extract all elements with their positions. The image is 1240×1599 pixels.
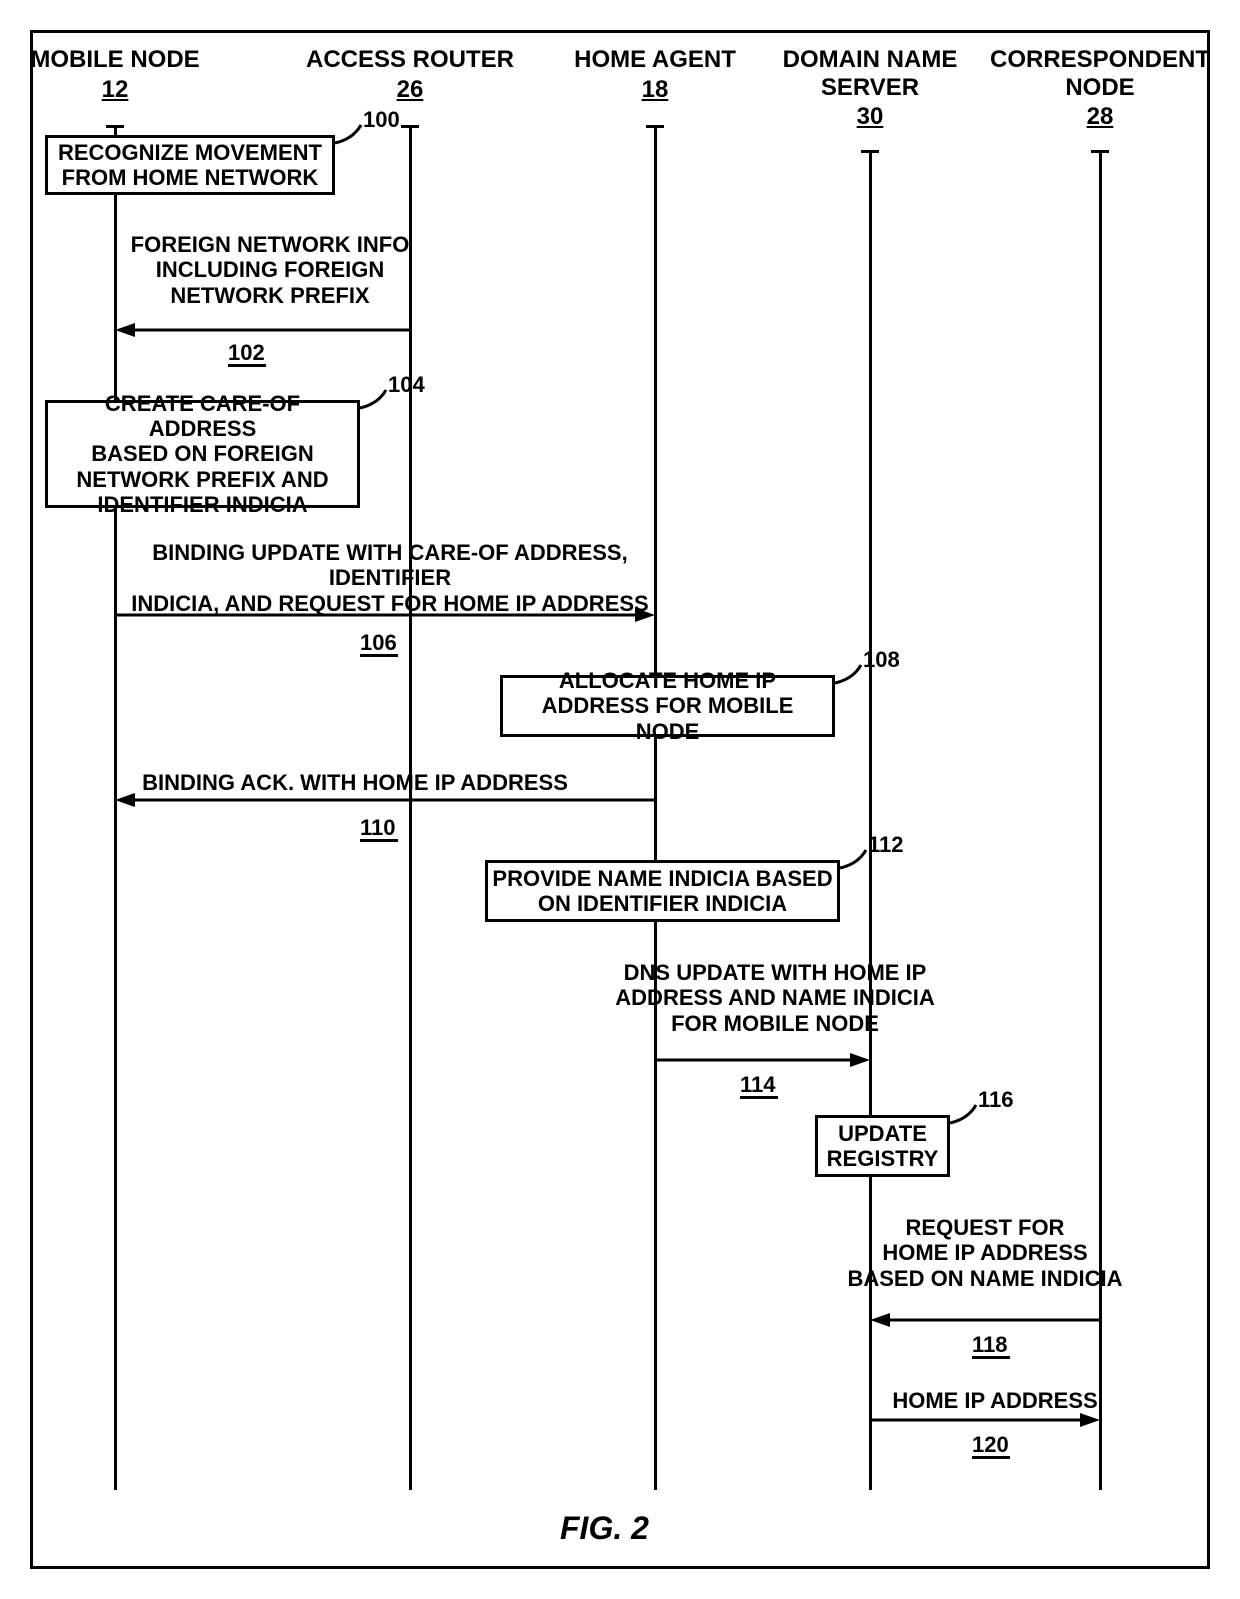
figure-caption: FIG. 2 — [560, 1510, 649, 1547]
reference-underline — [972, 1456, 1010, 1459]
message-label: HOME IP ADDRESS — [885, 1388, 1105, 1413]
message-arrow — [0, 0, 1240, 1599]
reference-number: 120 — [972, 1432, 1009, 1458]
